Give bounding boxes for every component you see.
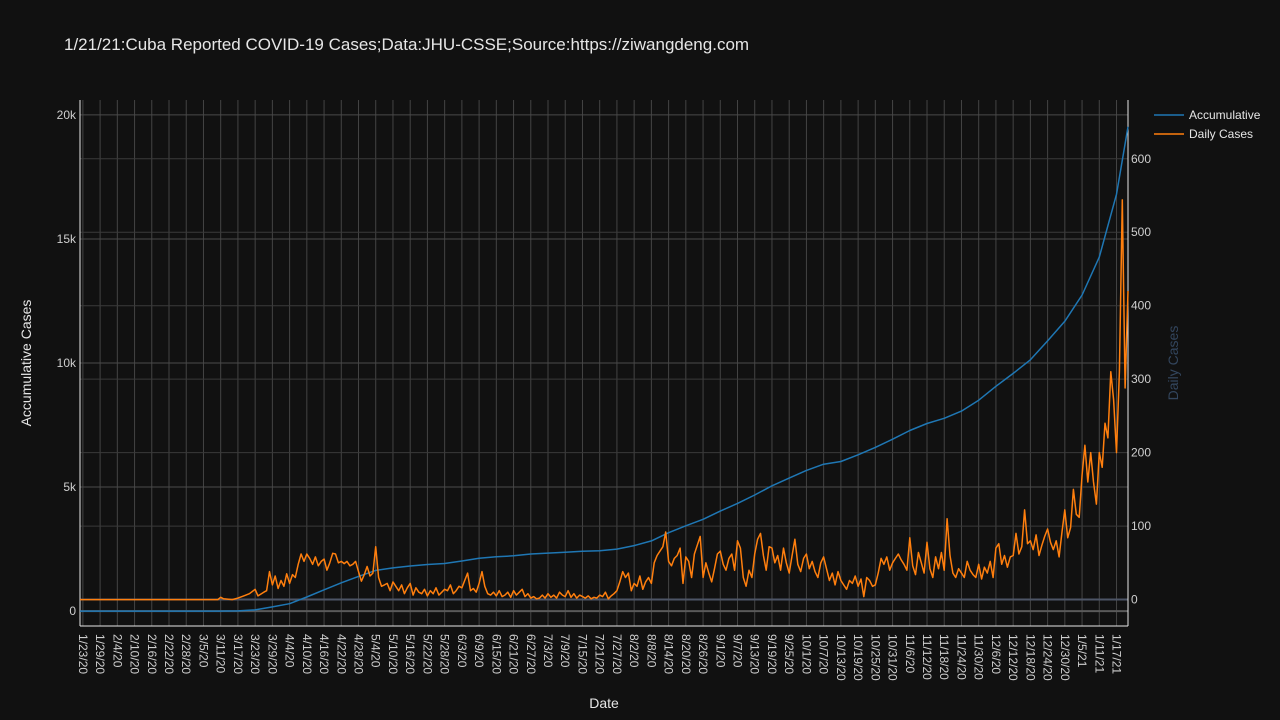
x-tick-label: 9/13/20: [748, 634, 762, 674]
series-line-daily-cases: [80, 199, 1129, 601]
x-tick-label: 6/27/20: [524, 634, 538, 674]
x-tick-label: 4/22/20: [334, 634, 348, 674]
x-tick-label: 7/3/20: [541, 634, 555, 668]
x-tick-label: 10/7/20: [817, 634, 831, 674]
x-tick-label: 3/29/20: [265, 634, 279, 674]
x-tick-label: 5/16/20: [403, 634, 417, 674]
x-tick-label: 5/28/20: [438, 634, 452, 674]
x-tick-label: 1/11/21: [1092, 634, 1106, 673]
x-tick-label: 9/25/20: [782, 634, 796, 674]
x-tick-label: 6/21/20: [507, 634, 521, 674]
x-tick-label: 3/17/20: [231, 634, 245, 674]
y-tick-label: 10k: [57, 356, 77, 370]
x-tick-label: 5/22/20: [420, 634, 434, 674]
legend-label: Accumulative: [1189, 108, 1261, 122]
x-tick-label: 8/20/20: [679, 634, 693, 674]
y2-tick-label: 100: [1131, 519, 1151, 533]
x-tick-label: 11/18/20: [937, 634, 951, 680]
x-tick-label: 4/28/20: [352, 634, 366, 674]
x-tick-label: 7/9/20: [558, 634, 572, 668]
x-tick-label: 10/1/20: [799, 634, 813, 674]
x-tick-label: 7/15/20: [575, 634, 589, 674]
y-tick-label: 5k: [63, 480, 77, 494]
x-tick-label: 8/8/20: [644, 634, 658, 668]
x-tick-label: 10/25/20: [868, 634, 882, 681]
legend-label: Daily Cases: [1189, 127, 1253, 141]
y2-tick-label: 400: [1131, 299, 1151, 313]
x-tick-label: 4/10/20: [300, 634, 314, 674]
x-tick-label: 11/24/20: [954, 634, 968, 680]
x-tick-label: 8/14/20: [662, 634, 676, 674]
x-tick-label: 8/26/20: [696, 634, 710, 674]
x-tick-label: 10/13/20: [834, 634, 848, 681]
series-layer: [80, 126, 1129, 612]
x-tick-label: 1/17/21: [1110, 634, 1124, 674]
x-tick-label: 4/16/20: [317, 634, 331, 674]
x-axis-title: Date: [589, 695, 619, 711]
x-tick-label: 9/1/20: [713, 634, 727, 668]
x-tick-label: 7/21/20: [593, 634, 607, 674]
x-tick-label: 1/5/21: [1075, 634, 1089, 668]
legend: Accumulative Daily Cases: [1154, 108, 1261, 141]
x-tick-label: 5/10/20: [386, 634, 400, 674]
x-tick-label: 12/24/20: [1041, 634, 1055, 681]
x-tick-label: 4/4/20: [283, 634, 297, 668]
x-tick-label: 9/7/20: [731, 634, 745, 668]
x-tick-label: 12/6/20: [989, 634, 1003, 674]
chart-title: 1/21/21:Cuba Reported COVID-19 Cases;Dat…: [64, 35, 749, 54]
x-tick-label: 3/5/20: [196, 634, 210, 668]
x-tick-label: 3/11/20: [214, 634, 228, 673]
x-tick-label: 7/27/20: [610, 634, 624, 674]
y2-tick-label: 0: [1131, 593, 1138, 607]
y-tick-label: 0: [69, 604, 76, 618]
y-axis-title: Accumulative Cases: [18, 300, 34, 427]
x-tick-label: 2/28/20: [179, 634, 193, 674]
y-gridlines: [80, 114, 1128, 613]
x-tick-label: 6/3/20: [455, 634, 469, 668]
x-tick-label: 1/23/20: [76, 634, 90, 674]
y-tick-label: 15k: [57, 232, 77, 246]
x-tick-label: 12/18/20: [1023, 634, 1037, 681]
y2-tick-label: 600: [1131, 152, 1151, 166]
x-tick-label: 1/29/20: [93, 634, 107, 674]
x-tick-label: 2/4/20: [110, 634, 124, 668]
x-tick-label: 5/4/20: [369, 634, 383, 668]
series-line-accumulative: [80, 126, 1129, 612]
x-tick-label: 6/9/20: [472, 634, 486, 668]
y2-tick-label: 500: [1131, 225, 1151, 239]
y2-tick-label: 200: [1131, 446, 1151, 460]
x-tick-label: 11/12/20: [920, 634, 934, 680]
x-tick-label: 10/31/20: [886, 634, 900, 681]
x-tick-label: 11/6/20: [903, 634, 917, 673]
x-tick-label: 12/12/20: [1006, 634, 1020, 681]
y2-axis-title: Daily Cases: [1165, 326, 1181, 401]
x-tick-label: 2/22/20: [162, 634, 176, 674]
right-axis-ticks: 0 100 200 300 400 500 600: [1131, 152, 1151, 607]
x-axis-ticks: 1/23/20 1/29/20 2/4/20 2/10/20 2/16/20 2/22/2…: [76, 634, 1124, 681]
left-axis-ticks: 0 5k 10k 15k 20k: [57, 108, 77, 618]
x-tick-label: 10/19/20: [851, 634, 865, 681]
x-tick-label: 3/23/20: [248, 634, 262, 674]
x-tick-label: 8/2/20: [627, 634, 641, 668]
axes: [79, 100, 1129, 627]
x-tick-label: 9/19/20: [765, 634, 779, 674]
x-tick-label: 2/10/20: [128, 634, 142, 674]
x-tick-label: 12/30/20: [1058, 634, 1072, 681]
x-tick-label: 6/15/20: [489, 634, 503, 674]
x-tick-label: 2/16/20: [145, 634, 159, 674]
y2-tick-label: 300: [1131, 372, 1151, 386]
x-tick-label: 11/30/20: [972, 634, 986, 680]
y-tick-label: 20k: [57, 108, 77, 122]
